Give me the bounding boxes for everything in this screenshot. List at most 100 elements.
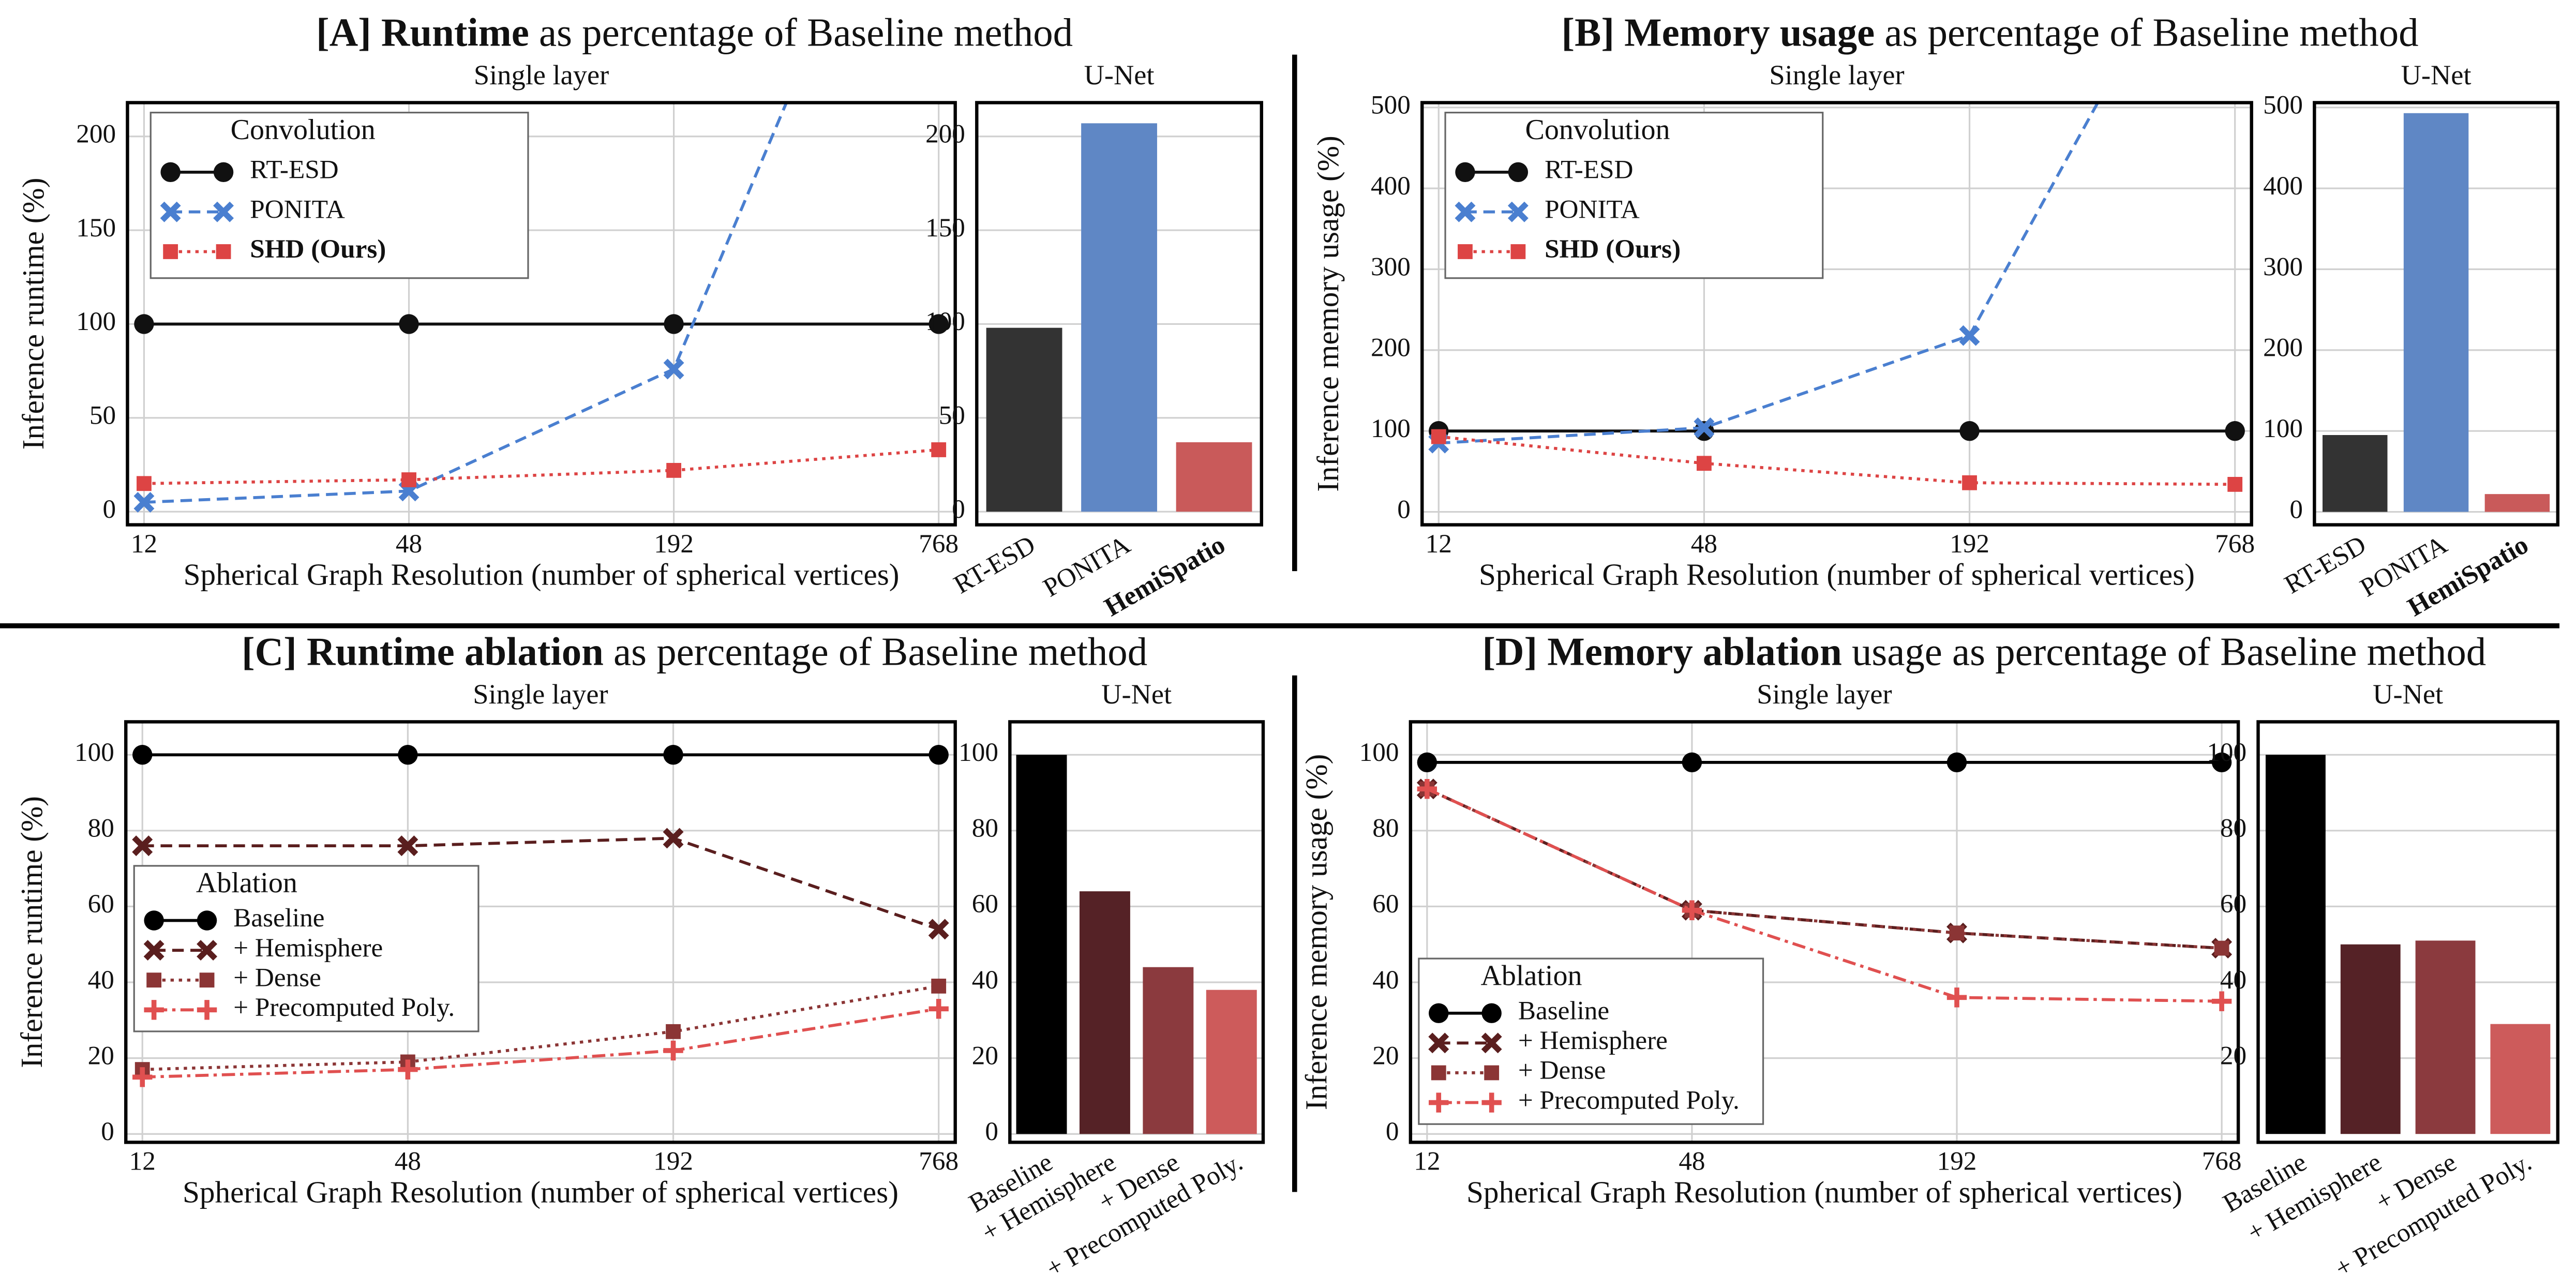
y-tick-label: 0 (1397, 495, 1411, 524)
y-tick-label: 400 (1371, 171, 1411, 201)
marker (1682, 752, 1702, 773)
chart-title-rest: usage as percentage of Baseline method (1852, 630, 2486, 673)
y-tick-label: 0 (985, 1117, 998, 1146)
legend-box (133, 865, 480, 1032)
y-tick-label: 100 (74, 738, 114, 767)
marker (1949, 925, 1965, 941)
series-group (133, 102, 949, 513)
y-tick-label: 100 (2207, 738, 2246, 767)
subtitle: U-Net (2401, 59, 2472, 91)
marker (1962, 475, 1977, 490)
bar (1176, 442, 1252, 512)
chart-title-bold: [D] Memory ablation (1482, 630, 1841, 673)
y-tick-label: 400 (2263, 171, 2303, 201)
marker (132, 1067, 153, 1087)
bar (2490, 1024, 2551, 1134)
legend-label: + Hemisphere (1518, 1026, 1668, 1055)
y-tick-label: 200 (76, 119, 116, 148)
marker (2225, 421, 2245, 441)
legend-label: + Dense (1518, 1056, 1606, 1085)
legend-label: RT-ESD (1545, 155, 1633, 185)
marker (2211, 991, 2232, 1011)
marker (132, 835, 153, 857)
marker (1694, 417, 1715, 438)
x-tick-label: 192 (653, 1147, 693, 1176)
x-tick-label: 768 (919, 529, 958, 559)
marker (1458, 244, 1473, 259)
legend-title: Ablation (196, 867, 297, 899)
marker (1696, 456, 1712, 471)
y-tick-label: 150 (925, 213, 965, 243)
bar (1016, 755, 1067, 1134)
x-tick-label: RT-ESD (949, 530, 1040, 600)
marker (1946, 752, 1967, 773)
y-tick-label: 0 (952, 495, 965, 524)
subtitle: U-Net (1101, 679, 1172, 710)
bar (2403, 113, 2469, 512)
marker (2214, 940, 2229, 956)
marker (1481, 1092, 1502, 1113)
y-tick-label: 40 (2220, 965, 2246, 995)
marker (1429, 1003, 1449, 1023)
bar (1081, 123, 1157, 512)
marker (1481, 1003, 1502, 1023)
marker (197, 940, 218, 961)
series-group (132, 744, 949, 1087)
marker (1510, 244, 1526, 259)
bar (2415, 940, 2476, 1134)
y-tick-label: 80 (1372, 814, 1399, 843)
marker (197, 1000, 217, 1020)
legend-box (1418, 957, 1764, 1125)
marker (1959, 325, 1980, 346)
marker (2211, 752, 2232, 773)
bar (2265, 755, 2326, 1134)
marker (144, 1000, 164, 1020)
subtitle: Single layer (1769, 59, 1904, 91)
marker (160, 201, 181, 222)
marker (401, 472, 416, 487)
y-tick-label: 100 (2263, 414, 2303, 443)
x-tick-label: 12 (1426, 529, 1452, 559)
marker (137, 476, 152, 491)
marker (197, 910, 217, 931)
y-tick-label: 40 (972, 965, 998, 995)
marker (1455, 201, 1476, 222)
frame (975, 101, 1263, 527)
chart-title-rest: as percentage of Baseline method (1884, 10, 2418, 54)
marker (132, 744, 153, 765)
y-tick-label: 100 (1359, 738, 1399, 767)
x-tick-label: 12 (129, 1147, 156, 1176)
marker (666, 1024, 681, 1039)
y-tick-label: 50 (939, 401, 965, 430)
x-tick-label: 12 (1414, 1147, 1440, 1176)
y-tick-label: 500 (2263, 91, 2303, 120)
marker (199, 972, 215, 988)
subtitle: Single layer (1757, 679, 1892, 710)
marker (1682, 900, 1702, 920)
frame (1409, 720, 2240, 1144)
y-tick-label: 80 (2220, 814, 2246, 843)
x-tick-label: 48 (395, 1147, 421, 1176)
marker (133, 492, 155, 513)
bar (1143, 967, 1194, 1134)
series-line (142, 836, 939, 931)
legend-title: Convolution (1525, 114, 1670, 146)
x-tick-label: 768 (919, 1147, 958, 1176)
y-tick-label: 20 (972, 1041, 998, 1070)
marker (1429, 1092, 1449, 1113)
y-tick-label: 0 (101, 1117, 114, 1146)
series-line (1439, 102, 2100, 445)
marker (663, 828, 684, 849)
y-axis-label: Inference runtime (%) (16, 178, 50, 450)
marker (928, 999, 949, 1019)
y-tick-label: 200 (1371, 333, 1411, 363)
chart-title: [B] Memory usage as percentage of Baselin… (1562, 10, 2419, 54)
x-tick-label: 48 (1691, 529, 1717, 559)
legend-label: PONITA (1545, 194, 1640, 224)
legend-label: Baseline (233, 903, 324, 933)
subtitle: U-Net (1084, 59, 1155, 91)
y-tick-label: 100 (1371, 414, 1411, 443)
series-line (142, 984, 939, 1071)
marker (398, 744, 418, 765)
frame (1008, 720, 1265, 1144)
